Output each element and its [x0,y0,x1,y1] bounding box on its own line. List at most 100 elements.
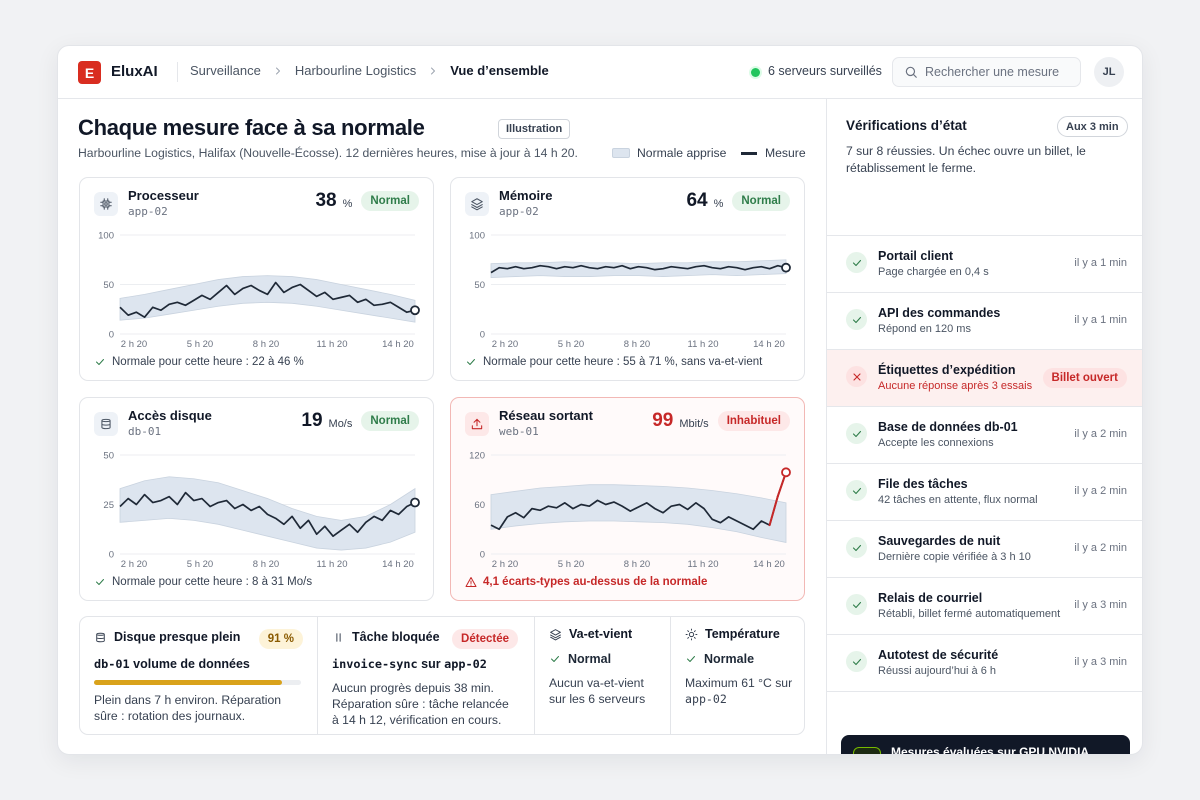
warning-icon [465,577,477,587]
check-detail: Page chargée en 0,4 s [878,266,989,278]
normal-band [490,259,787,278]
metric-value-group: 99 Mbit/s Inhabituel [652,410,790,432]
x-tick-label: 11 h 20 [317,559,348,570]
alert-icon [550,628,561,640]
metric-title: Réseau sortant [499,408,593,423]
breadcrumb-item[interactable]: Harbourline Logistics [294,63,417,78]
metric-icon-glyph-glyph [101,418,111,430]
metric-value-group: 38% Normal [315,190,419,212]
code-text: db-01 [94,657,130,671]
metric-value-group: 64% Normal [686,190,790,212]
metric-value: 38 [315,190,337,211]
y-tick-label: 100 [98,231,114,242]
breadcrumb-item: Vue d’ensemble [450,63,549,78]
measure-line [119,281,416,319]
alert-header: Tâche bloquée [332,630,440,644]
check-icon [852,487,861,494]
metric-chart: 0 25 50 2 h 20 5 h 20 8 h 20 11 h 20 14 h 20 [103,451,420,570]
search-box[interactable]: Rechercher une mesure [892,57,1081,87]
metric-unit: % [342,197,353,210]
dashboard: E EluxAI Surveillance Harbourline Logistics… [57,45,1143,755]
alert-icon [336,632,341,642]
servers-count: 6 serveurs surveillés [768,64,882,78]
alerts-strip: Disque presque plein 91 % db-01 volume de … [79,616,805,735]
check-icon [852,430,861,437]
x-tick-label: 8 h 20 [624,559,650,570]
check-time: il y a 1 min [1074,314,1127,326]
chevron [431,67,436,74]
page-title: Chaque mesure face à sa normale [78,115,425,140]
metric-chart: 0 50 100 2 h 20 5 h 20 8 h 20 11 h 20 14 h 20 [469,231,791,350]
chevron-glyph [275,67,280,74]
alert-state-text: Normale [704,652,755,666]
check-detail: Répond en 120 ms [878,323,971,335]
alert-title: Température [705,627,780,641]
metric-footer: Normale pour cette heure : 55 à 71 %, sa… [465,356,762,368]
metric-icon [94,412,118,436]
x-tick-label: 8 h 20 [253,339,279,350]
check-icon-glyph [96,579,104,585]
y-tick-label: 0 [109,550,114,561]
avatar[interactable]: JL [1094,57,1124,87]
text: sur [417,657,445,671]
alert-subject: db-01 volume de données [94,657,250,671]
metric-title: Accès disque [128,408,212,423]
x-tick-label: 2 h 20 [121,559,147,570]
breadcrumb-item[interactable]: Surveillance [190,63,261,78]
status-badge: Normal [361,411,419,431]
alert-header: Température [685,627,780,641]
alert-text: Aucun progrès depuis 38 min. Réparation … [332,681,509,727]
metric-unit: % [713,197,724,210]
text: volume de données [129,657,250,671]
check-time: il y a 2 min [1074,485,1127,497]
search-icon-glyph [905,66,917,78]
check-name: API des commandes [878,306,1001,320]
alert-icon-glyph [336,632,341,642]
header-bar [58,46,1142,99]
check-icon [852,316,861,323]
check-time: il y a 2 min [1074,428,1127,440]
check-icon-glyph [96,359,104,365]
x-tick-label: 5 h 20 [558,339,584,350]
metric-value: 99 [652,410,674,431]
progress-track [94,680,301,685]
legend-line-label: Mesure [765,146,806,160]
check-name: Portail client [878,249,954,263]
x-tick-label: 2 h 20 [121,339,147,350]
divider [177,62,178,82]
illustration-badge: Illustration [498,119,571,139]
status-dot [751,68,760,77]
metric-icon-glyph-glyph [471,418,483,430]
chevron-glyph [431,67,436,74]
progress-fill [94,680,283,685]
y-tick-label: 0 [480,550,485,561]
check-status [846,309,867,330]
metric-icon [94,192,118,216]
status-badge: Inhabituel [717,411,790,431]
text: Aucun va-et-vient sur les 6 serveurs [549,676,646,706]
check-detail: Dernière copie vérifiée à 3 h 10 [878,551,1031,563]
x-tick-label: 5 h 20 [558,559,584,570]
check-detail: Aucune réponse après 3 essais [878,380,1033,392]
metric-value: 64 [686,190,708,211]
check-status [846,537,867,558]
alert-state: Normal [549,652,611,666]
check-icon [852,658,861,665]
x-tick-label: 5 h 20 [187,339,213,350]
x-tick-label: 14 h 20 [382,559,414,570]
legend-band-label: Normale apprise [637,146,727,160]
metric-icon-glyph-glyph [471,198,483,211]
alert-state: Normale [685,652,754,666]
metric-icon [465,412,489,436]
check-icon [467,359,475,365]
check-icon-glyph [852,487,861,494]
check-name: File des tâches [878,477,968,491]
metric-footer-text: Normale pour cette heure : 55 à 71 %, sa… [483,356,763,368]
metric-card: Processeur app-02 38% Normal 0 50 100 2 h 20 5 h… [79,177,434,381]
check-status [846,480,867,501]
x-tick-label: 11 h 20 [317,339,348,350]
y-tick-label: 50 [474,280,485,291]
cross-icon-glyph [852,372,861,381]
metric-title: Processeur [128,188,199,203]
x-tick-label: 5 h 20 [187,559,213,570]
